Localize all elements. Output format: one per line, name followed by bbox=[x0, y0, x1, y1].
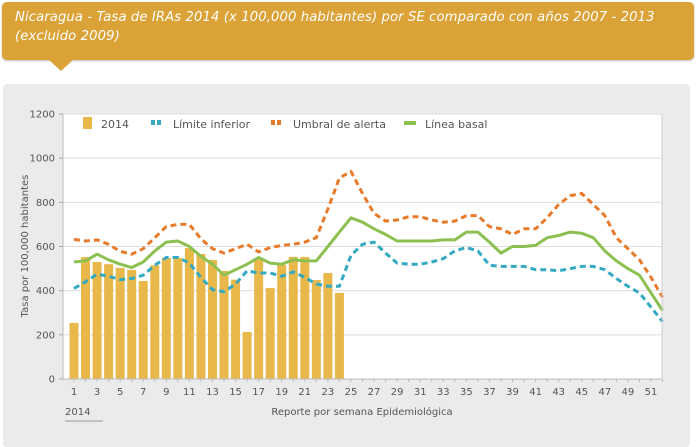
bar-2014 bbox=[334, 292, 344, 379]
x-tick-label: 31 bbox=[414, 387, 427, 398]
bar-2014 bbox=[277, 265, 287, 379]
legend-swatch-limite-inferior bbox=[151, 120, 155, 125]
legend-label-limite-inferior: Límite inferior bbox=[173, 118, 251, 131]
x-tick-label: 39 bbox=[506, 387, 519, 398]
bar-2014 bbox=[115, 267, 125, 379]
series-limite-inferior bbox=[73, 240, 664, 323]
x-tick-label: 51 bbox=[645, 387, 658, 398]
y-axis-ticks: 0 200 400 600 800 1000 1200 bbox=[30, 110, 63, 386]
x-tick-label: 29 bbox=[391, 387, 404, 398]
x-tick-label: 13 bbox=[206, 387, 219, 398]
x-tick-label: 17 bbox=[252, 387, 265, 398]
chart-title: Nicaragua - Tasa de IRAs 2014 (x 100,000… bbox=[15, 10, 655, 44]
bars-2014 bbox=[69, 248, 344, 379]
legend-label-umbral-alerta: Umbral de alerta bbox=[293, 118, 386, 131]
x-tick-label: 45 bbox=[575, 387, 588, 398]
legend-swatch-2014 bbox=[83, 117, 92, 129]
series-lines bbox=[73, 169, 664, 323]
x-tick-label: 9 bbox=[163, 387, 169, 398]
x-tick-label: 37 bbox=[483, 387, 496, 398]
y-tick-label: 1200 bbox=[30, 110, 55, 121]
y-tick-label: 600 bbox=[36, 242, 55, 253]
x-tick-label: 23 bbox=[322, 387, 335, 398]
title-banner: Nicaragua - Tasa de IRAs 2014 (x 100,000… bbox=[2, 2, 694, 60]
y-tick-label: 800 bbox=[36, 198, 55, 209]
x-tick-label: 21 bbox=[298, 387, 311, 398]
x-tick-label: 49 bbox=[622, 387, 635, 398]
bar-2014 bbox=[219, 271, 229, 379]
legend: 2014 Límite inferior Umbral de alerta Lí… bbox=[83, 117, 487, 131]
bar-2014 bbox=[207, 259, 217, 379]
series-linea-basal bbox=[73, 216, 664, 312]
legend-swatch-umbral-alerta bbox=[271, 120, 275, 125]
bar-2014 bbox=[288, 256, 298, 379]
legend-swatch-limite-inferior-dash bbox=[157, 120, 161, 125]
bar-2014 bbox=[184, 248, 194, 379]
series-umbral-alerta bbox=[73, 169, 664, 299]
bar-2014 bbox=[81, 257, 91, 379]
x-axis-year-label: 2014 bbox=[65, 407, 90, 418]
banner-pointer bbox=[49, 60, 73, 71]
y-axis-title: Tasa por 100,000 habitantes bbox=[20, 175, 31, 319]
x-tick-label: 27 bbox=[368, 387, 381, 398]
bar-2014 bbox=[300, 256, 310, 379]
x-tick-label: 15 bbox=[229, 387, 242, 398]
y-tick-label: 0 bbox=[49, 375, 55, 386]
y-tick-label: 1000 bbox=[30, 154, 55, 165]
x-tick-label: 25 bbox=[345, 387, 358, 398]
x-tick-label: 1 bbox=[71, 387, 77, 398]
bar-2014 bbox=[254, 257, 264, 379]
bar-2014 bbox=[173, 257, 183, 379]
bar-2014 bbox=[311, 280, 321, 379]
x-tick-label: 33 bbox=[437, 387, 450, 398]
x-axis-ticks: 1 3 5 7 9 11 13 15 17 19 21 23 25 27 29 31 33 35 37 39 41 43 4… bbox=[71, 379, 664, 398]
x-tick-label: 35 bbox=[460, 387, 473, 398]
bar-2014 bbox=[231, 279, 241, 379]
x-tick-label: 5 bbox=[117, 387, 123, 398]
bar-2014 bbox=[196, 254, 206, 379]
bar-2014 bbox=[242, 331, 252, 379]
bar-2014 bbox=[323, 273, 333, 379]
bar-2014 bbox=[127, 269, 137, 379]
x-tick-label: 11 bbox=[183, 387, 196, 398]
x-tick-label: 47 bbox=[598, 387, 611, 398]
bar-2014 bbox=[69, 322, 79, 379]
legend-label-2014: 2014 bbox=[101, 118, 129, 131]
legend-label-linea-basal: Línea basal bbox=[425, 118, 487, 131]
x-tick-label: 19 bbox=[275, 387, 288, 398]
x-tick-label: 7 bbox=[140, 387, 146, 398]
bar-2014 bbox=[104, 264, 114, 379]
y-tick-label: 200 bbox=[36, 330, 55, 341]
bar-2014 bbox=[150, 265, 160, 379]
legend-swatch-umbral-alerta-dash bbox=[277, 120, 281, 125]
x-tick-label: 3 bbox=[94, 387, 100, 398]
x-tick-label: 41 bbox=[529, 387, 542, 398]
legend-swatch-linea-basal bbox=[404, 121, 416, 125]
bar-2014 bbox=[92, 261, 102, 379]
bar-2014 bbox=[138, 280, 148, 379]
x-axis-title: Reporte por semana Epidemiológica bbox=[271, 406, 452, 418]
bar-2014 bbox=[161, 257, 171, 379]
bar-2014 bbox=[265, 288, 275, 379]
x-tick-label: 43 bbox=[552, 387, 565, 398]
y-tick-label: 400 bbox=[36, 286, 55, 297]
